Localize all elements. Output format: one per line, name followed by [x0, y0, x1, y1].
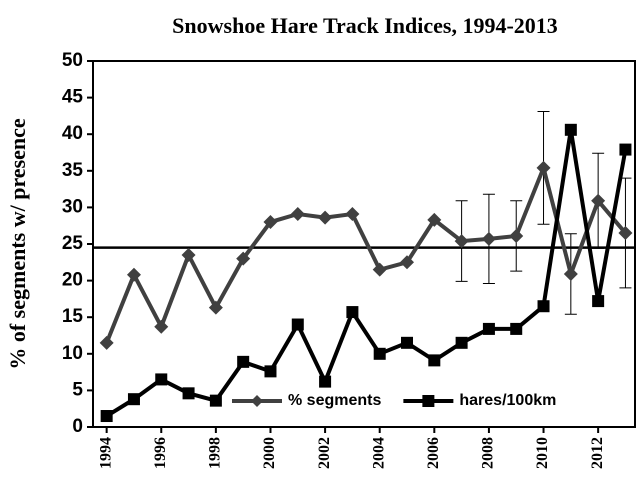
- data-point: [400, 255, 415, 270]
- data-point: [100, 410, 113, 423]
- x-tick-label: 2006: [425, 437, 442, 469]
- data-point: [126, 267, 141, 282]
- data-point: [482, 322, 495, 335]
- data-point: [509, 228, 524, 243]
- legend-marker: [251, 395, 263, 407]
- series-line: [104, 161, 627, 344]
- y-tick-label: 20: [62, 270, 83, 291]
- data-point: [291, 318, 304, 331]
- data-point: [154, 319, 169, 334]
- x-tick-label: 2012: [589, 437, 606, 469]
- x-tick-label: 2000: [261, 437, 278, 469]
- x-tick-label: 1998: [207, 437, 224, 469]
- data-point: [401, 336, 414, 349]
- data-point: [345, 206, 360, 221]
- data-point: [592, 295, 605, 308]
- legend-label: hares/100km: [459, 392, 556, 409]
- data-point: [536, 160, 551, 175]
- data-point: [618, 226, 633, 241]
- x-tick-label: 2010: [534, 437, 551, 469]
- y-tick-label: 50: [62, 50, 83, 71]
- data-point: [236, 251, 251, 266]
- data-point: [428, 354, 441, 367]
- data-point: [99, 335, 114, 350]
- data-point: [564, 123, 577, 136]
- data-point: [619, 143, 632, 156]
- data-point: [510, 322, 523, 335]
- data-point: [208, 300, 223, 315]
- data-point: [263, 215, 278, 230]
- data-point: [264, 365, 277, 378]
- series-line: [105, 129, 628, 418]
- data-point: [481, 231, 496, 246]
- y-tick-label: 10: [62, 343, 83, 364]
- data-point: [346, 306, 359, 319]
- data-point: [591, 193, 606, 208]
- data-point: [563, 267, 578, 282]
- y-tick-label: 5: [72, 379, 83, 400]
- data-point: [455, 336, 468, 349]
- data-point: [182, 387, 195, 400]
- y-tick-label: 25: [62, 233, 84, 254]
- data-point: [127, 393, 140, 406]
- x-tick-label: 1994: [97, 437, 114, 469]
- x-tick-label: 2002: [316, 437, 333, 469]
- y-tick-label: 40: [62, 123, 83, 144]
- data-point: [318, 210, 333, 225]
- data-point: [237, 355, 250, 368]
- data-point: [319, 375, 332, 388]
- data-point: [209, 394, 222, 407]
- data-point: [155, 373, 168, 386]
- data-point: [373, 347, 386, 360]
- x-tick-label: 2008: [480, 437, 497, 469]
- y-tick-label: 45: [62, 87, 84, 108]
- y-axis-label: % of segments w/ presence: [5, 118, 30, 370]
- y-tick-label: 15: [62, 306, 84, 327]
- data-point: [427, 212, 442, 227]
- y-tick-label: 35: [62, 160, 84, 181]
- y-tick-label: 30: [62, 196, 83, 217]
- y-tick-label: 0: [72, 416, 83, 437]
- legend-label: % segments: [288, 392, 381, 409]
- data-point: [290, 206, 305, 221]
- chart-title: Snowshoe Hare Track Indices, 1994-2013: [172, 13, 558, 38]
- data-point: [537, 300, 550, 313]
- data-point: [372, 262, 387, 277]
- legend-marker: [422, 395, 435, 407]
- data-point: [181, 247, 196, 262]
- x-tick-label: 2004: [370, 437, 387, 469]
- x-tick-label: 1996: [152, 437, 169, 469]
- data-point: [454, 234, 469, 249]
